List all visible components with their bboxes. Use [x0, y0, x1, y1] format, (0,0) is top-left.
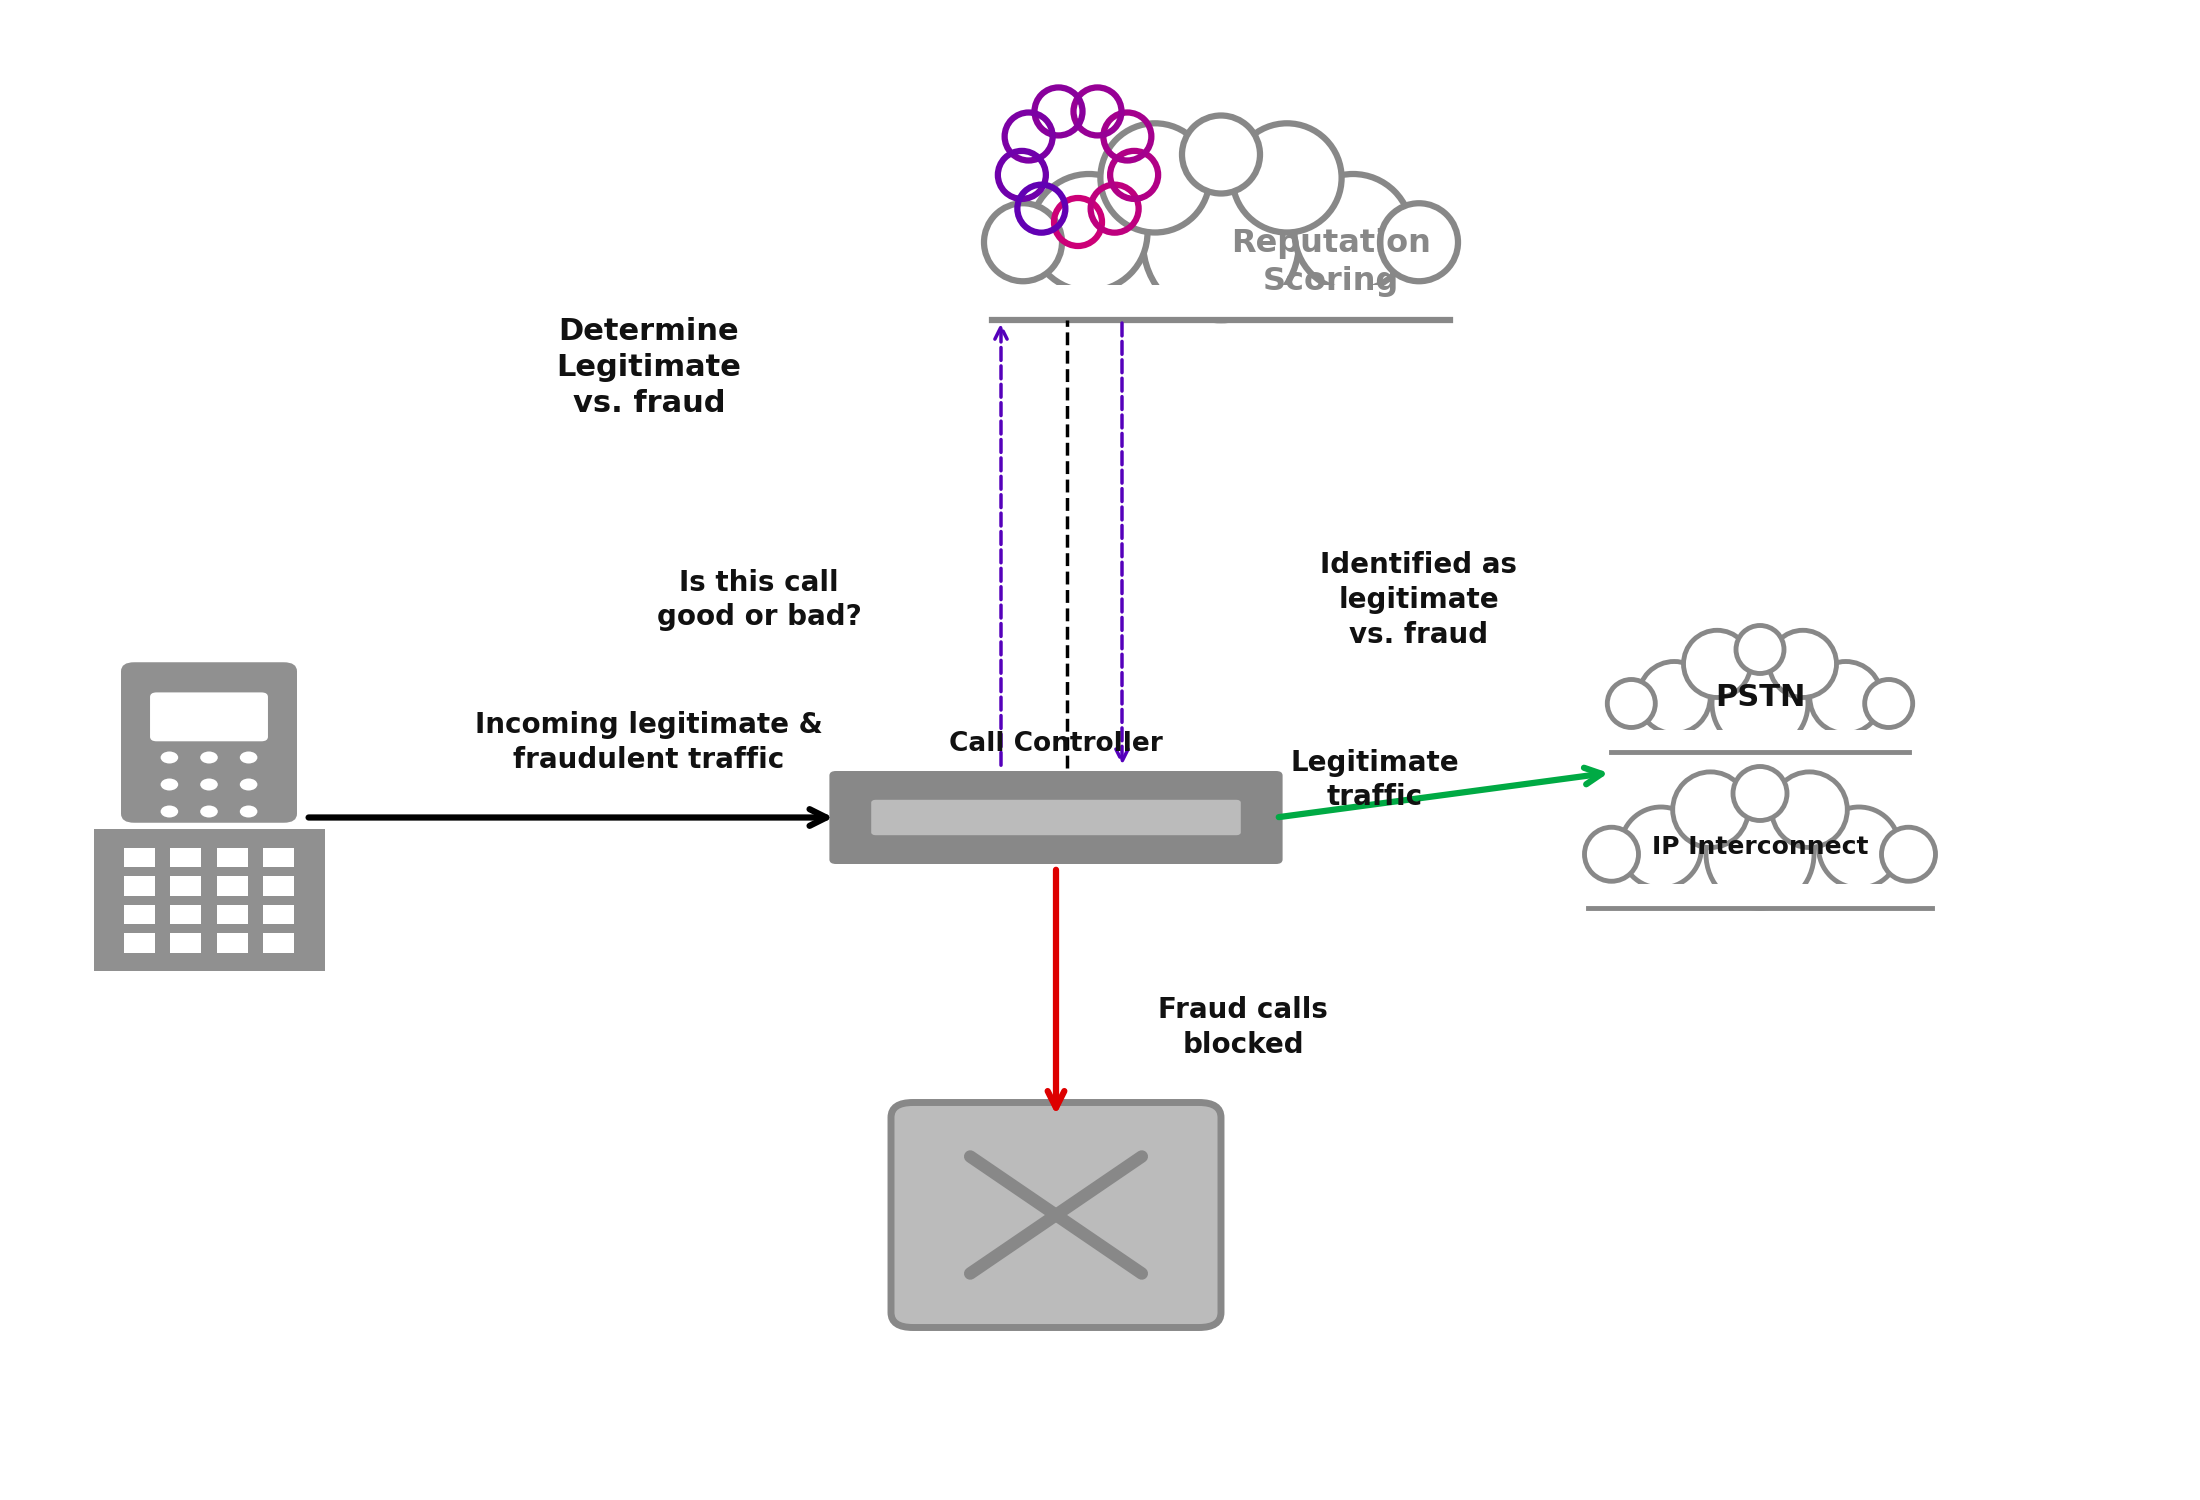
Ellipse shape — [983, 204, 1063, 282]
Circle shape — [240, 752, 257, 764]
Ellipse shape — [1672, 772, 1749, 847]
Bar — [264, 933, 295, 952]
Text: Legitimate
traffic: Legitimate traffic — [1291, 748, 1459, 812]
Circle shape — [161, 752, 178, 764]
Bar — [264, 847, 295, 867]
Bar — [216, 904, 246, 924]
Ellipse shape — [1712, 656, 1808, 752]
Ellipse shape — [1683, 630, 1751, 698]
Text: Is this call
good or bad?: Is this call good or bad? — [656, 568, 862, 632]
Ellipse shape — [1181, 116, 1261, 194]
Text: Identified as
legitimate
vs. fraud: Identified as legitimate vs. fraud — [1320, 552, 1518, 648]
Bar — [123, 876, 154, 896]
Bar — [1588, 884, 1932, 909]
Bar — [992, 285, 1450, 321]
Bar — [216, 933, 246, 952]
Circle shape — [240, 806, 257, 818]
Ellipse shape — [1100, 123, 1210, 232]
FancyBboxPatch shape — [829, 771, 1283, 864]
Text: Incoming legitimate &
fraudulent traffic: Incoming legitimate & fraudulent traffic — [475, 711, 823, 774]
Ellipse shape — [1734, 766, 1786, 820]
Ellipse shape — [1811, 662, 1881, 734]
Ellipse shape — [1584, 828, 1639, 882]
Circle shape — [161, 806, 178, 818]
Ellipse shape — [1705, 801, 1815, 909]
Ellipse shape — [1608, 680, 1654, 728]
Bar — [169, 933, 200, 952]
Ellipse shape — [1621, 807, 1701, 888]
Circle shape — [161, 778, 178, 790]
Ellipse shape — [1030, 174, 1148, 291]
Bar — [169, 904, 200, 924]
Ellipse shape — [1232, 123, 1342, 232]
Ellipse shape — [1769, 630, 1837, 698]
Bar — [123, 904, 154, 924]
Bar — [123, 933, 154, 952]
Text: Call Controller: Call Controller — [948, 732, 1164, 758]
Bar — [169, 876, 200, 896]
Ellipse shape — [1771, 772, 1848, 847]
Bar — [123, 847, 154, 867]
Ellipse shape — [1379, 204, 1459, 282]
Ellipse shape — [1639, 662, 1709, 734]
Text: Determine
Legitimate
vs. fraud: Determine Legitimate vs. fraud — [557, 316, 741, 419]
FancyBboxPatch shape — [891, 1102, 1221, 1328]
Ellipse shape — [1881, 828, 1936, 882]
Bar — [169, 847, 200, 867]
Bar — [1610, 730, 1910, 752]
Text: PSTN: PSTN — [1714, 682, 1806, 712]
Text: Reputation
Scoring: Reputation Scoring — [1232, 228, 1430, 297]
Circle shape — [200, 778, 218, 790]
Bar — [216, 876, 246, 896]
Ellipse shape — [1736, 626, 1784, 674]
FancyBboxPatch shape — [871, 800, 1241, 836]
Circle shape — [200, 752, 218, 764]
Bar — [216, 847, 246, 867]
Ellipse shape — [1144, 165, 1298, 321]
Ellipse shape — [1294, 174, 1412, 291]
Text: Fraud calls
blocked: Fraud calls blocked — [1157, 996, 1329, 1059]
Bar — [264, 904, 295, 924]
Ellipse shape — [1866, 680, 1912, 728]
FancyBboxPatch shape — [150, 693, 268, 741]
Circle shape — [240, 778, 257, 790]
Ellipse shape — [1819, 807, 1899, 888]
Circle shape — [200, 806, 218, 818]
Text: IP Interconnect: IP Interconnect — [1652, 836, 1868, 860]
Bar — [264, 876, 295, 896]
Bar — [92, 828, 326, 972]
FancyBboxPatch shape — [121, 663, 297, 822]
